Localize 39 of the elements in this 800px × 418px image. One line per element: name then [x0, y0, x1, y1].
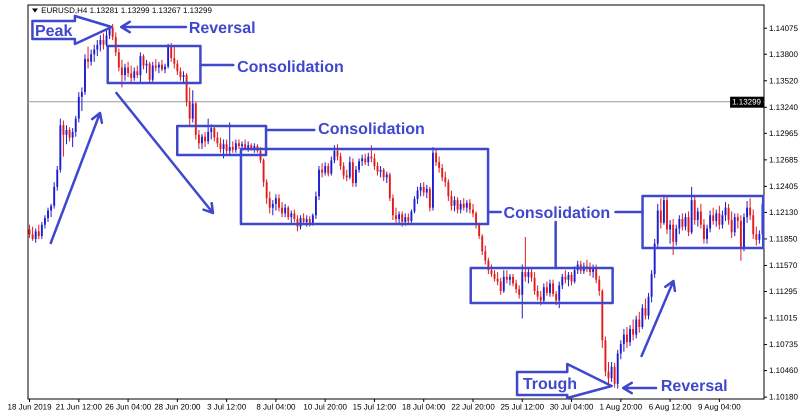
x-tick-label: 3 Jul 12:00 [207, 402, 247, 412]
annotation: Reversal [660, 378, 728, 395]
ref-line-label: 1.13299 [732, 98, 762, 107]
chart-title: EURUSD,H4 1.13281 1.13299 1.13267 1.13299 [41, 6, 212, 15]
x-tick-label: 25 Jul 12:00 [500, 402, 545, 412]
y-tick-label: 1.11570 [769, 261, 798, 270]
y-tick-label: 1.12130 [769, 208, 798, 217]
y-tick-label: 1.11295 [769, 287, 798, 296]
y-tick-label: 1.10735 [769, 340, 798, 350]
annotation: Trough [522, 376, 578, 393]
annotation: Peak [34, 23, 72, 40]
x-tick-label: 26 Jun 04:00 [104, 402, 152, 412]
x-tick-label: 30 Jul 04:00 [550, 402, 594, 412]
y-tick-label: 1.10460 [769, 366, 798, 376]
annotation: Consolidation [318, 121, 425, 138]
x-tick-label: 28 Jun 20:00 [154, 402, 202, 412]
x-tick-label: 9 Aug 04:00 [698, 402, 742, 412]
y-tick-label: 1.14075 [769, 24, 798, 33]
x-tick-label: 18 Jul 04:00 [402, 402, 446, 412]
y-tick-label: 1.13520 [769, 76, 798, 86]
x-tick-label: 10 Jul 20:00 [303, 402, 348, 412]
x-tick-label: 6 Aug 12:00 [648, 402, 692, 412]
y-tick-label: 1.11850 [769, 234, 798, 244]
y-tick-label: 1.13800 [769, 50, 798, 59]
x-tick-label: 18 Jun 2019 [8, 402, 52, 412]
x-tick-label: 15 Jul 12:00 [352, 402, 397, 412]
x-tick-label: 1 Aug 20:00 [599, 402, 643, 412]
x-tick-label: 21 Jun 12:00 [56, 402, 102, 412]
annotation: Reversal [188, 20, 256, 37]
y-tick-label: 1.12965 [769, 128, 798, 138]
x-tick-label: 22 Jul 20:00 [451, 402, 496, 412]
x-tick-label: 8 Jul 04:00 [256, 402, 296, 412]
y-tick-label: 1.12405 [769, 182, 798, 191]
annotation: Consolidation [504, 205, 610, 222]
y-tick-label: 1.10180 [769, 392, 798, 402]
y-tick-label: 1.12685 [769, 155, 798, 164]
y-tick-label: 1.13240 [769, 102, 798, 112]
y-tick-label: 1.11015 [769, 314, 798, 323]
annotation: Consolidation [237, 59, 344, 76]
